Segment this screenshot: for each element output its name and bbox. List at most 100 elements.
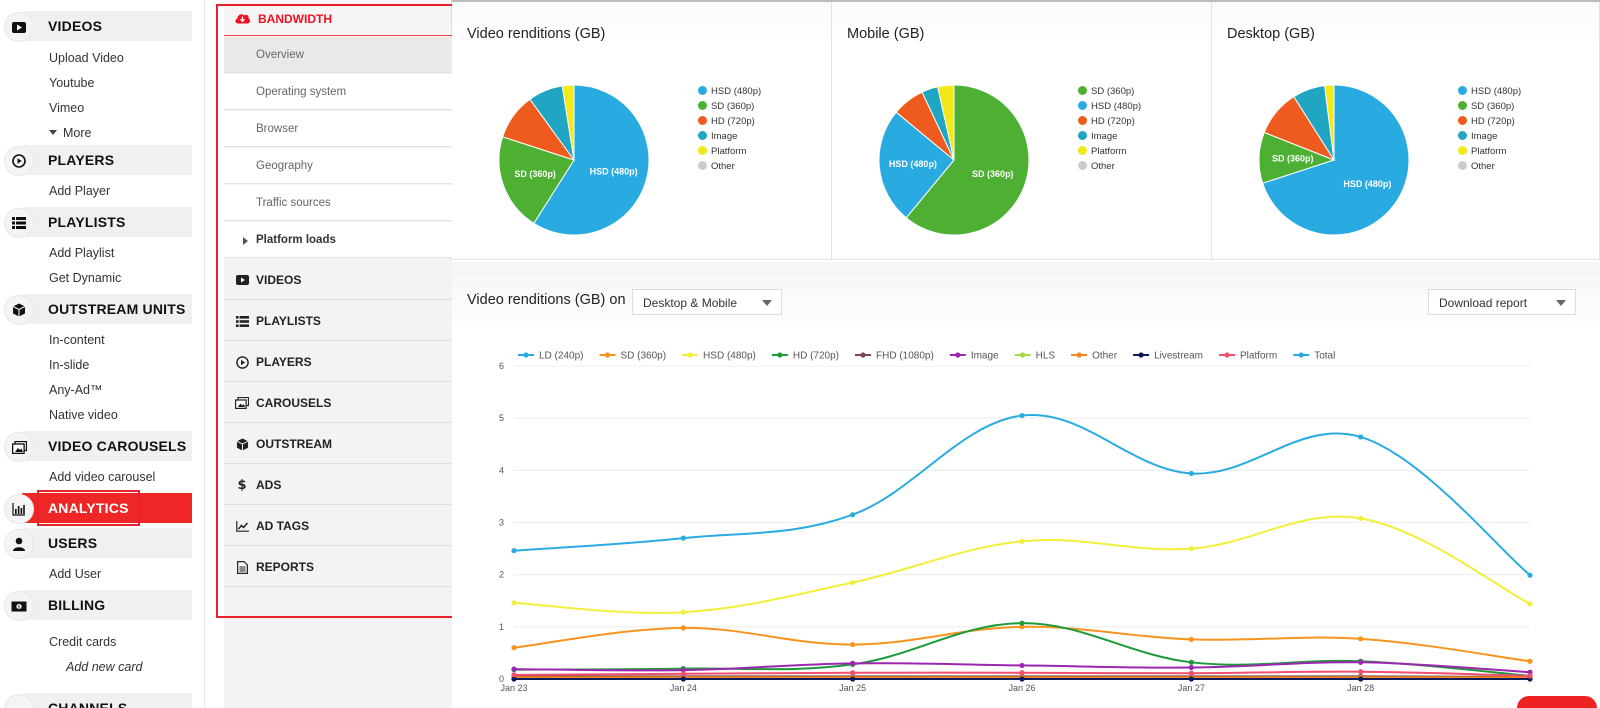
- legend-item-platform[interactable]: Platform: [1078, 146, 1126, 157]
- nav-item-add-player[interactable]: Add Player: [49, 184, 111, 198]
- data-point-livestream[interactable]: [511, 676, 517, 682]
- legend-item-hd-720p[interactable]: HD (720p): [771, 351, 839, 362]
- legend-item-other[interactable]: Other: [1071, 351, 1118, 362]
- data-point-image[interactable]: [511, 666, 517, 672]
- legend-item-platform[interactable]: Platform: [1218, 351, 1277, 362]
- data-point-livestream[interactable]: [680, 676, 686, 682]
- data-point-image[interactable]: [1019, 662, 1025, 669]
- legend-item-other[interactable]: Other: [698, 161, 735, 172]
- data-point-total[interactable]: [850, 512, 856, 518]
- nav-section-outstream[interactable]: OUTSTREAM UNITS: [0, 294, 192, 325]
- submenu-section-videos[interactable]: VIDEOS: [224, 259, 452, 300]
- nav-section-billing[interactable]: $ BILLING: [0, 590, 192, 621]
- submenu-item-platform-loads[interactable]: Platform loads: [224, 222, 452, 258]
- nav-item-native-video[interactable]: Native video: [49, 408, 118, 422]
- nav-item-youtube[interactable]: Youtube: [49, 76, 95, 90]
- data-point-sd-360p[interactable]: [1019, 624, 1025, 630]
- nav-section-users[interactable]: USERS: [0, 528, 192, 559]
- nav-item-upload-video[interactable]: Upload Video: [49, 51, 124, 65]
- legend-item-platform[interactable]: Platform: [1458, 146, 1506, 157]
- data-point-total[interactable]: [680, 535, 686, 541]
- data-point-livestream[interactable]: [1188, 676, 1194, 682]
- legend-item-hsd-480p[interactable]: HSD (480p): [698, 86, 761, 97]
- data-point-hsd-480p[interactable]: [511, 600, 517, 606]
- nav-item-add-video-carousel[interactable]: Add video carousel: [49, 470, 156, 484]
- nav-item-add-playlist[interactable]: Add Playlist: [49, 246, 115, 260]
- pie-slice-sd-360p[interactable]: [905, 84, 1030, 236]
- data-point-sd-360p[interactable]: [1527, 658, 1533, 664]
- pie-slice-platform[interactable]: [937, 84, 955, 161]
- legend-item-hd-720p[interactable]: HD (720p): [1458, 116, 1515, 127]
- data-point-platform[interactable]: [1188, 670, 1194, 676]
- submenu-section-outstream[interactable]: OUTSTREAM: [224, 423, 452, 464]
- data-point-total[interactable]: [1019, 412, 1025, 419]
- legend-item-other[interactable]: Other: [1458, 161, 1495, 172]
- data-point-platform[interactable]: [1358, 669, 1364, 675]
- legend-item-platform[interactable]: Platform: [698, 146, 746, 157]
- pie-slice-hsd-480p[interactable]: [878, 111, 955, 219]
- data-point-hd-720p[interactable]: [1019, 620, 1025, 626]
- submenu-section-playlists[interactable]: PLAYLISTS: [224, 300, 452, 341]
- data-point-sd-360p[interactable]: [850, 641, 856, 648]
- data-point-sd-360p[interactable]: [511, 645, 517, 651]
- data-point-platform[interactable]: [680, 671, 686, 677]
- nav-item-in-content[interactable]: In-content: [49, 333, 105, 347]
- data-point-total[interactable]: [1527, 572, 1533, 578]
- submenu-item-geography[interactable]: Geography: [224, 148, 452, 184]
- data-point-total[interactable]: [1358, 434, 1364, 440]
- data-point-platform[interactable]: [1527, 673, 1533, 679]
- pie-slice-platform[interactable]: [561, 84, 575, 161]
- data-point-total[interactable]: [1188, 470, 1194, 477]
- legend-item-hd-720p[interactable]: HD (720p): [1078, 116, 1135, 127]
- legend-item-fhd-1080p[interactable]: FHD (1080p): [855, 351, 934, 362]
- legend-item-ld-240p[interactable]: LD (240p): [518, 351, 583, 362]
- legend-item-total[interactable]: Total: [1293, 351, 1335, 362]
- nav-item-in-slide[interactable]: In-slide: [49, 358, 90, 372]
- nav-item-more[interactable]: More: [49, 126, 91, 140]
- data-point-platform[interactable]: [850, 670, 856, 676]
- nav-section-players[interactable]: PLAYERS: [0, 145, 192, 176]
- legend-item-sd-360p[interactable]: SD (360p): [1458, 101, 1514, 112]
- data-point-image[interactable]: [680, 667, 686, 673]
- legend-item-hsd-480p[interactable]: HSD (480p): [682, 351, 756, 362]
- pie-slice-hsd-480p[interactable]: [1262, 84, 1410, 236]
- data-point-livestream[interactable]: [1358, 676, 1364, 682]
- pie-slice-sd-360p[interactable]: [498, 136, 575, 225]
- nav-section-video-carousels[interactable]: VIDEO CAROUSELS: [0, 431, 192, 462]
- data-point-livestream[interactable]: [850, 676, 856, 682]
- legend-item-sd-360p[interactable]: SD (360p): [698, 101, 754, 112]
- data-point-total[interactable]: [511, 548, 517, 554]
- submenu-item-browser[interactable]: Browser: [224, 111, 452, 147]
- submenu-section-ads[interactable]: $ ADS: [224, 464, 452, 505]
- nav-section-videos[interactable]: VIDEOS: [0, 11, 192, 42]
- data-point-sd-360p[interactable]: [1358, 636, 1364, 642]
- submenu-item-operating-system[interactable]: Operating system: [224, 74, 452, 110]
- submenu-item-traffic-sources[interactable]: Traffic sources: [224, 185, 452, 221]
- data-point-hsd-480p[interactable]: [1358, 515, 1364, 521]
- data-point-hsd-480p[interactable]: [1019, 538, 1025, 544]
- data-point-hsd-480p[interactable]: [1188, 545, 1194, 552]
- data-point-platform[interactable]: [511, 672, 517, 678]
- submenu-section-reports[interactable]: REPORTS: [224, 546, 452, 587]
- data-point-livestream[interactable]: [1019, 676, 1025, 682]
- nav-item-add-user[interactable]: Add User: [49, 567, 102, 581]
- data-point-hsd-480p[interactable]: [680, 609, 686, 615]
- legend-item-image[interactable]: Image: [698, 131, 737, 142]
- submenu-header-bandwidth[interactable]: BANDWIDTH: [224, 6, 452, 36]
- data-point-sd-360p[interactable]: [680, 625, 686, 631]
- legend-item-hd-720p[interactable]: HD (720p): [698, 116, 755, 127]
- legend-item-other[interactable]: Other: [1078, 161, 1115, 172]
- nav-item-add-new-card[interactable]: Add new card: [66, 660, 143, 674]
- legend-item-livestream[interactable]: Livestream: [1133, 351, 1203, 362]
- nav-section-analytics[interactable]: ANALYTICS: [0, 493, 192, 524]
- legend-item-hls[interactable]: HLS: [1014, 351, 1056, 362]
- nav-section-playlists[interactable]: PLAYLISTS: [0, 207, 192, 238]
- data-point-platform[interactable]: [1019, 670, 1025, 676]
- device-filter-select[interactable]: Desktop & Mobile: [632, 289, 782, 315]
- legend-item-image[interactable]: Image: [1078, 131, 1117, 142]
- submenu-section-carousels[interactable]: CAROUSELS: [224, 382, 452, 423]
- pie-slice-hsd-480p[interactable]: [533, 84, 650, 236]
- pie-slice-platform[interactable]: [1324, 84, 1335, 161]
- legend-item-hsd-480p[interactable]: HSD (480p): [1458, 86, 1521, 97]
- data-point-hsd-480p[interactable]: [1527, 601, 1533, 607]
